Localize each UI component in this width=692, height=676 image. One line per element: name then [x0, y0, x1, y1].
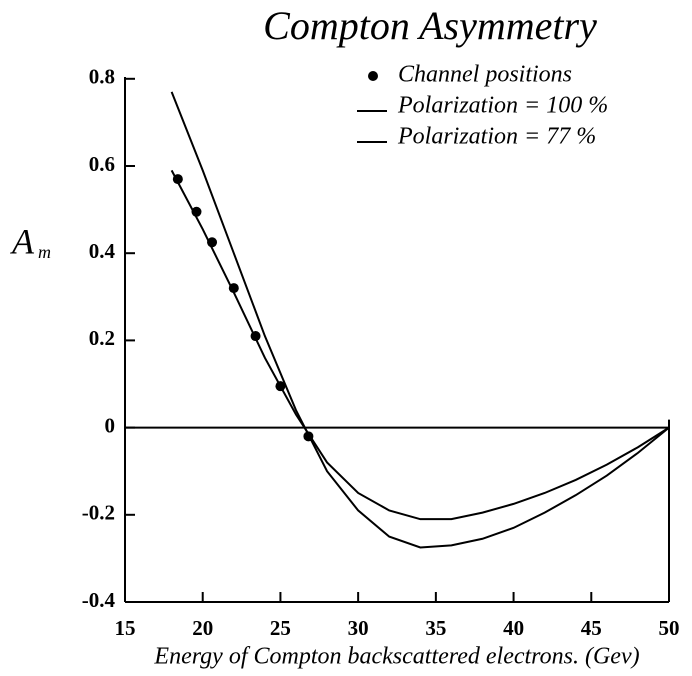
- x-tick-label: 25: [270, 616, 291, 640]
- y-tick-label: 0: [105, 413, 116, 437]
- x-axis-label: Energy of Compton backscattered electron…: [153, 644, 639, 670]
- x-tick-label: 45: [581, 616, 602, 640]
- legend-label: Polarization = 100 %: [397, 93, 608, 119]
- legend-marker: [368, 71, 378, 81]
- y-axis-label: A: [10, 221, 35, 261]
- y-tick-label: 0.4: [89, 239, 116, 263]
- legend-label: Polarization = 77 %: [397, 124, 596, 150]
- y-tick-label: -0.2: [82, 501, 115, 525]
- y-tick-label: 0.8: [89, 65, 115, 89]
- x-tick-label: 40: [503, 616, 524, 640]
- y-axis-label-sub: m: [38, 242, 51, 262]
- x-tick-label: 35: [425, 616, 446, 640]
- x-tick-label: 30: [348, 616, 369, 640]
- y-tick-label: 0.2: [89, 326, 115, 350]
- y-tick-label: 0.6: [89, 152, 115, 176]
- legend-label: Channel positions: [398, 62, 572, 88]
- x-tick-label: 20: [192, 616, 213, 640]
- chart-title: Compton Asymmetry: [263, 3, 597, 48]
- curve: [170, 91, 670, 549]
- x-tick-label: 50: [659, 616, 680, 640]
- x-tick-label: 15: [115, 616, 136, 640]
- y-tick-label: -0.4: [82, 588, 116, 612]
- curve: [170, 169, 670, 521]
